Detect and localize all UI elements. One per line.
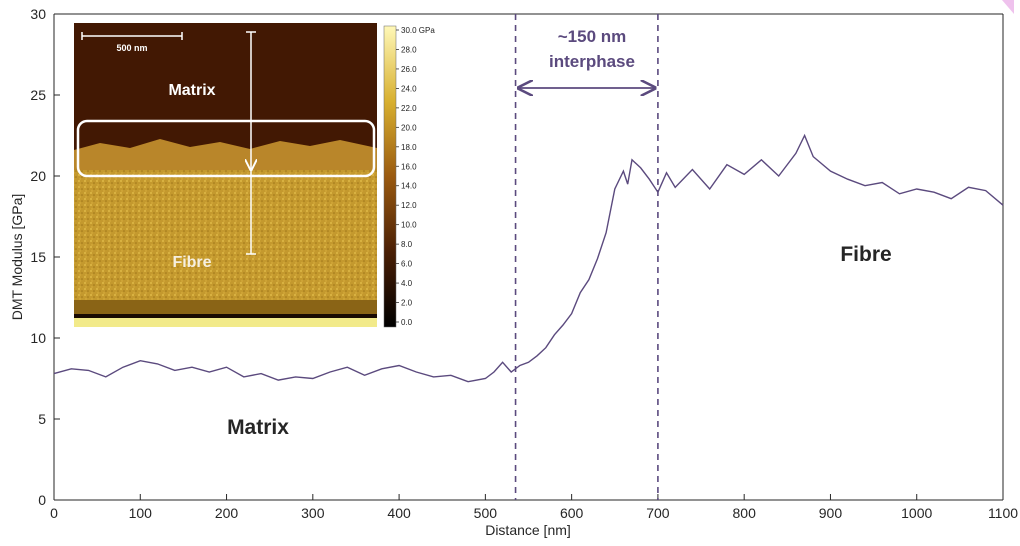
y-tick-label: 0 (38, 492, 46, 508)
afm-inset: 500 nm Matrix Fibre 30.0 GPa 28.0 26.0 24.0… (74, 23, 435, 328)
y-tick-label: 25 (30, 87, 46, 103)
colorbar-tick-label: 4.0 (401, 279, 413, 288)
colorbar-tick-label: 10.0 (401, 221, 417, 230)
inset-interphase-box (76, 119, 376, 178)
colorbar-tick-label: 6.0 (401, 260, 413, 269)
y-tick-label: 5 (38, 411, 46, 427)
colorbar-tick-label: 12.0 (401, 201, 417, 210)
colorbar-tick-label: 28.0 (401, 45, 417, 54)
x-axis-label: Distance [nm] (485, 522, 571, 538)
colorbar-tick-label: 8.0 (401, 240, 413, 249)
y-tick-label: 10 (30, 330, 46, 346)
inset-interphase-region (74, 139, 377, 175)
inset-scalebar-label: 500 nm (116, 43, 147, 53)
colorbar-tick-label: 26.0 (401, 65, 417, 74)
inset-fibre-label: Fibre (172, 254, 211, 271)
x-tick-label: 100 (129, 505, 153, 521)
x-tick-label: 300 (301, 505, 325, 521)
x-tick-label: 1100 (988, 505, 1018, 521)
colorbar-tick-label: 20.0 (401, 123, 417, 132)
inset-fibre-region (74, 170, 377, 306)
inset-matrix-label: Matrix (168, 82, 215, 99)
matrix-region-label: Matrix (227, 416, 289, 439)
inset-matrix-region (74, 23, 377, 150)
x-tick-label: 600 (560, 505, 584, 521)
inset-substrate (74, 318, 377, 327)
y-tick-label: 20 (30, 168, 46, 184)
y-tick-label: 30 (30, 6, 46, 22)
inset-colorbar-ticks: 30.0 GPa 28.0 26.0 24.0 22.0 20.0 18.0 16.0 14.0… (396, 26, 435, 327)
x-tick-label: 400 (387, 505, 411, 521)
fibre-region-label: Fibre (840, 243, 891, 266)
x-tick-label: 900 (819, 505, 843, 521)
x-tick-label: 800 (733, 505, 757, 521)
inset-colorbar (383, 25, 397, 328)
inset-matrix-texture (74, 23, 377, 150)
y-tick-label: 15 (30, 249, 46, 265)
colorbar-tick-label: 30.0 GPa (401, 26, 435, 35)
corner-mark-icon (1002, 0, 1014, 14)
x-tick-label: 200 (215, 505, 239, 521)
colorbar-tick-label: 18.0 (401, 143, 417, 152)
x-tick-label: 500 (474, 505, 498, 521)
inset-fibre-edge (74, 300, 377, 314)
x-tick-label: 700 (646, 505, 670, 521)
x-tick-label: 0 (50, 505, 58, 521)
colorbar-tick-label: 2.0 (401, 299, 413, 308)
inset-edge-dark (74, 314, 377, 318)
interphase-width-label: ~150 nm (558, 27, 627, 46)
colorbar-tick-label: 22.0 (401, 104, 417, 113)
interphase-label: interphase (549, 52, 635, 71)
colorbar-tick-label: 14.0 (401, 182, 417, 191)
x-tick-label: 1000 (901, 505, 932, 521)
colorbar-tick-label: 24.0 (401, 84, 417, 93)
y-ticks: 0 5 10 15 20 25 30 (30, 6, 60, 508)
colorbar-tick-label: 0.0 (401, 318, 413, 327)
x-ticks: 0 100 200 300 400 500 600 700 800 900 1000 1100 (50, 494, 1018, 521)
colorbar-tick-label: 16.0 (401, 162, 417, 171)
modulus-series-line (53, 133, 1004, 383)
y-axis-label: DMT Modulus [GPa] (9, 194, 25, 321)
